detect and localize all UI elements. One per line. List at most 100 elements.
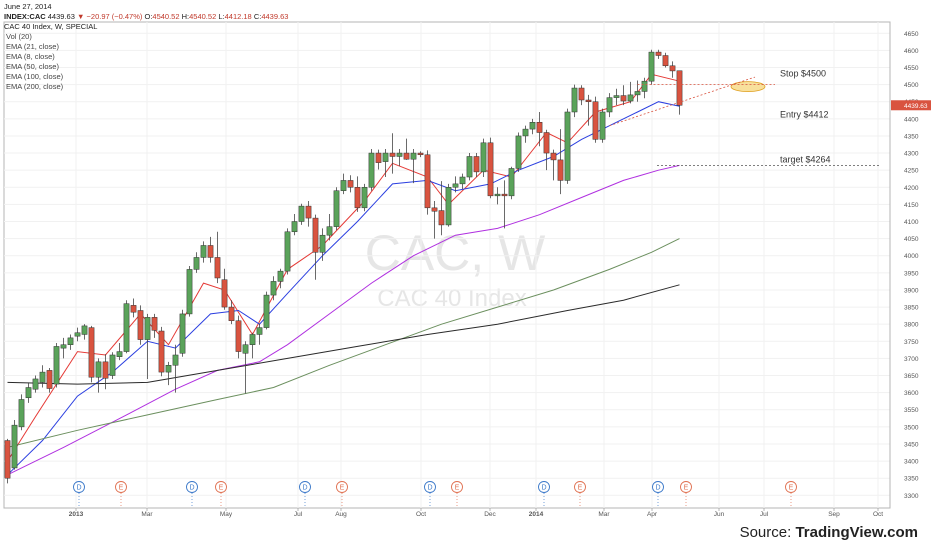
candle bbox=[641, 77, 648, 99]
low-value: 4412.18 bbox=[224, 12, 252, 21]
candle bbox=[312, 214, 319, 280]
time-tick-label: Dec bbox=[484, 511, 496, 518]
price-tick-label: 4650 bbox=[904, 31, 919, 38]
event-letter: D bbox=[189, 485, 194, 492]
candle bbox=[67, 334, 74, 350]
candle-body bbox=[354, 187, 361, 209]
candle bbox=[676, 70, 683, 115]
price-tick-label: 3700 bbox=[904, 356, 919, 363]
event-letter: E bbox=[578, 485, 583, 492]
candle bbox=[11, 420, 18, 470]
time-tick-label: May bbox=[220, 511, 233, 518]
candle-body bbox=[284, 231, 291, 272]
candle-body bbox=[81, 325, 88, 335]
price-tick-label: 4100 bbox=[904, 219, 919, 226]
candle bbox=[193, 252, 200, 273]
price-tick-label: 4300 bbox=[904, 151, 919, 158]
candle bbox=[116, 343, 123, 361]
candle-body bbox=[214, 257, 221, 279]
candle bbox=[375, 149, 382, 170]
candle bbox=[634, 80, 641, 102]
current-price-tag bbox=[891, 100, 931, 111]
source-prefix: Source: bbox=[739, 524, 796, 541]
price-tick-label: 4600 bbox=[904, 48, 919, 55]
event-marker: D bbox=[299, 481, 311, 508]
event-marker: E bbox=[215, 481, 227, 508]
candle-body bbox=[613, 95, 620, 98]
candle-body bbox=[116, 351, 123, 357]
candle bbox=[494, 187, 501, 205]
candle-body bbox=[375, 152, 382, 163]
candle bbox=[4, 438, 11, 484]
candle bbox=[214, 231, 221, 284]
candle bbox=[39, 365, 46, 388]
price-tick-label: 3850 bbox=[904, 305, 919, 312]
candle-body bbox=[599, 111, 606, 140]
candle-body bbox=[158, 330, 165, 373]
candle bbox=[305, 200, 312, 227]
candle bbox=[242, 341, 249, 394]
candle-body bbox=[305, 205, 312, 219]
candle bbox=[613, 88, 620, 106]
candle-body bbox=[655, 51, 662, 56]
event-badge bbox=[451, 481, 463, 493]
event-letter: D bbox=[427, 485, 432, 492]
candle bbox=[102, 354, 109, 390]
candle-body bbox=[151, 317, 158, 331]
candle bbox=[410, 148, 417, 184]
study-ema200: EMA (200, close) bbox=[6, 82, 64, 91]
time-tick-label: Oct bbox=[416, 511, 426, 518]
candle-body bbox=[25, 387, 32, 399]
price-axis-bg bbox=[890, 22, 932, 508]
candle bbox=[368, 148, 375, 191]
candle bbox=[46, 367, 53, 393]
event-badge bbox=[424, 481, 436, 493]
candle bbox=[354, 176, 361, 212]
time-tick-label: Mar bbox=[141, 511, 153, 518]
candle bbox=[592, 96, 599, 143]
price-tick-label: 3450 bbox=[904, 441, 919, 448]
candle-body bbox=[382, 152, 389, 162]
candle bbox=[109, 352, 116, 379]
candle-body bbox=[459, 176, 466, 185]
time-tick-label: 2013 bbox=[69, 511, 84, 518]
candle bbox=[298, 203, 305, 225]
candle bbox=[648, 49, 655, 85]
time-tick-label: Oct bbox=[873, 511, 883, 518]
candles bbox=[4, 49, 683, 484]
event-letter: E bbox=[219, 485, 224, 492]
price-tick-label: 3950 bbox=[904, 270, 919, 277]
candle bbox=[529, 118, 536, 135]
candle-body bbox=[123, 303, 130, 352]
event-marker: E bbox=[680, 481, 692, 508]
price-tick-label: 3300 bbox=[904, 493, 919, 500]
event-badge bbox=[652, 481, 664, 493]
candle-body bbox=[606, 97, 613, 113]
candle-body bbox=[410, 152, 417, 160]
candle-body bbox=[144, 317, 151, 340]
candle bbox=[557, 129, 564, 195]
ema-line bbox=[7, 164, 680, 476]
candle bbox=[25, 382, 32, 403]
candle bbox=[487, 137, 494, 199]
close-value: 4439.63 bbox=[261, 12, 289, 21]
candle bbox=[543, 129, 550, 171]
candle bbox=[207, 236, 214, 263]
candle-body bbox=[277, 270, 284, 282]
candle bbox=[361, 183, 368, 212]
candle-body bbox=[60, 344, 67, 349]
price-tick-label: 3350 bbox=[904, 476, 919, 483]
target-label: target $4264 bbox=[780, 154, 831, 164]
candle bbox=[347, 175, 354, 193]
ema-line bbox=[7, 284, 680, 385]
price-tick-label: 4250 bbox=[904, 168, 919, 175]
price-tick-label: 3650 bbox=[904, 373, 919, 380]
candle-body bbox=[466, 156, 473, 178]
candle-body bbox=[557, 159, 564, 181]
event-badge bbox=[299, 481, 311, 493]
candle bbox=[158, 326, 165, 377]
event-letter: E bbox=[789, 485, 794, 492]
candle-body bbox=[319, 234, 326, 253]
candle-body bbox=[340, 180, 347, 191]
